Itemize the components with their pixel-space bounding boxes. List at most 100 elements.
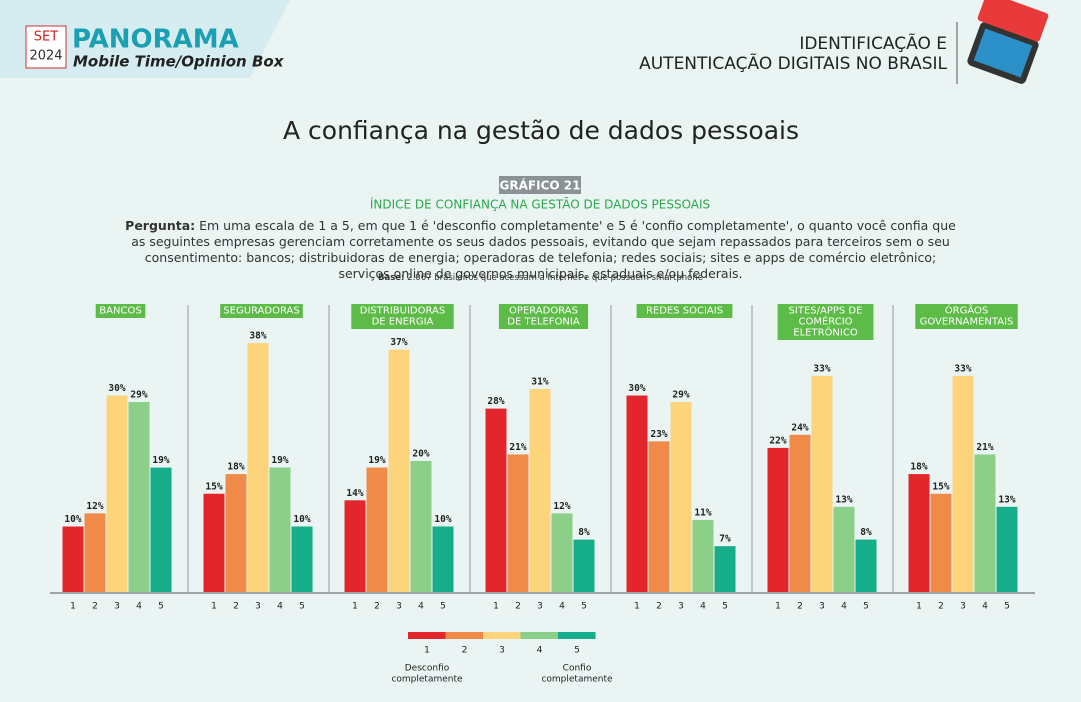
figure-title: ÍNDICE DE CONFIANÇA NA GESTÃO DE DADOS P… (370, 197, 710, 212)
legend-label: 1 (424, 646, 430, 656)
x-tick-label: 1 (211, 602, 217, 612)
x-tick-label: 3 (396, 602, 402, 612)
x-tick-label: 1 (352, 602, 358, 612)
bar (714, 546, 736, 592)
x-tick-label: 1 (775, 602, 781, 612)
value-label: 19% (152, 455, 169, 466)
legend-swatch (483, 632, 521, 639)
panel-title: DE TELEFONIA (507, 317, 580, 328)
legend-swatch (445, 632, 483, 639)
legend-label: 5 (574, 646, 580, 656)
bar (789, 434, 811, 592)
x-tick-label: 4 (982, 602, 988, 612)
x-tick-label: 2 (374, 602, 380, 612)
question-label: Pergunta: (125, 218, 196, 233)
value-label: 19% (368, 455, 385, 466)
base-label: Base: (378, 273, 405, 283)
x-tick-label: 4 (136, 602, 142, 612)
panel-title-box (95, 304, 146, 318)
bar (573, 539, 595, 592)
value-label: 24% (791, 422, 808, 433)
value-label: 13% (835, 494, 852, 505)
value-label: 10% (64, 514, 81, 525)
x-tick-label: 4 (418, 602, 424, 612)
bar (150, 467, 172, 592)
panel-title: ÓRGÃOS (945, 304, 988, 317)
bar (410, 461, 432, 592)
brand: PANORAMA (72, 25, 239, 55)
value-label: 13% (998, 494, 1015, 505)
bar (485, 408, 507, 592)
value-label: 33% (954, 363, 971, 374)
bar (529, 388, 551, 592)
bar (269, 467, 291, 592)
bar (855, 539, 877, 592)
legend-low: completamente (391, 675, 463, 685)
bar (291, 526, 313, 592)
x-tick-label: 2 (938, 602, 944, 612)
bar (106, 395, 128, 592)
report-title: IDENTIFICAÇÃO E (799, 32, 947, 54)
badge-top: SET (34, 30, 58, 45)
value-label: 19% (271, 455, 288, 466)
value-label: 8% (860, 527, 872, 538)
x-tick-label: 2 (233, 602, 239, 612)
panel-title: SEGURADORAS (223, 306, 299, 317)
badge (25, 25, 67, 69)
value-label: 33% (813, 363, 830, 374)
value-label: 18% (910, 462, 927, 473)
legend-label: 2 (462, 646, 468, 656)
value-label: 15% (932, 481, 949, 492)
legend-swatch (558, 632, 596, 639)
legend-label: 4 (537, 646, 543, 656)
panel-title-box (915, 304, 1018, 329)
bar (908, 474, 930, 592)
x-tick-label: 5 (299, 602, 305, 612)
value-label: 7% (719, 534, 731, 545)
x-tick-label: 3 (537, 602, 543, 612)
x-tick-label: 4 (559, 602, 565, 612)
bar (767, 447, 789, 592)
bar (811, 375, 833, 592)
value-label: 30% (628, 383, 645, 394)
bar (833, 506, 855, 592)
bar (692, 519, 714, 592)
x-tick-label: 3 (114, 602, 120, 612)
panel-title: DE ENERGIA (372, 317, 434, 328)
value-label: 10% (293, 514, 310, 525)
bar (952, 375, 974, 592)
brand-subtitle: Mobile Time/Opinion Box (73, 53, 285, 71)
value-label: 11% (694, 507, 711, 518)
bar (344, 500, 366, 592)
value-label: 37% (390, 337, 407, 348)
value-label: 18% (227, 462, 244, 473)
panel-title-box (498, 304, 589, 329)
panel-title: ELETRÔNICO (793, 326, 858, 339)
value-label: 29% (130, 390, 147, 401)
figure-label-box (499, 176, 581, 194)
x-tick-label: 1 (916, 602, 922, 612)
x-tick-label: 5 (722, 602, 728, 612)
phone-screen (973, 28, 1033, 78)
password-icon (977, 0, 1049, 42)
bar (996, 506, 1018, 592)
value-label: 21% (509, 442, 526, 453)
value-label: 28% (487, 396, 504, 407)
x-tick-label: 1 (493, 602, 499, 612)
panel-title: SITES/APPS DE (789, 306, 863, 317)
value-label: 8% (578, 527, 590, 538)
value-label: 23% (650, 429, 667, 440)
panel-title: GOVERNAMENTAIS (920, 317, 1014, 328)
bar (432, 526, 454, 592)
bar (507, 454, 529, 592)
question-text: Em uma escala de 1 a 5, em que 1 é 'desc… (131, 218, 956, 281)
x-tick-label: 3 (255, 602, 261, 612)
header-band (0, 0, 290, 78)
panel-title: COMÉRCIO (798, 315, 852, 328)
legend-high: completamente (541, 675, 613, 685)
bar (366, 467, 388, 592)
bar (388, 349, 410, 592)
panel-title: OPERADORAS (509, 306, 578, 317)
